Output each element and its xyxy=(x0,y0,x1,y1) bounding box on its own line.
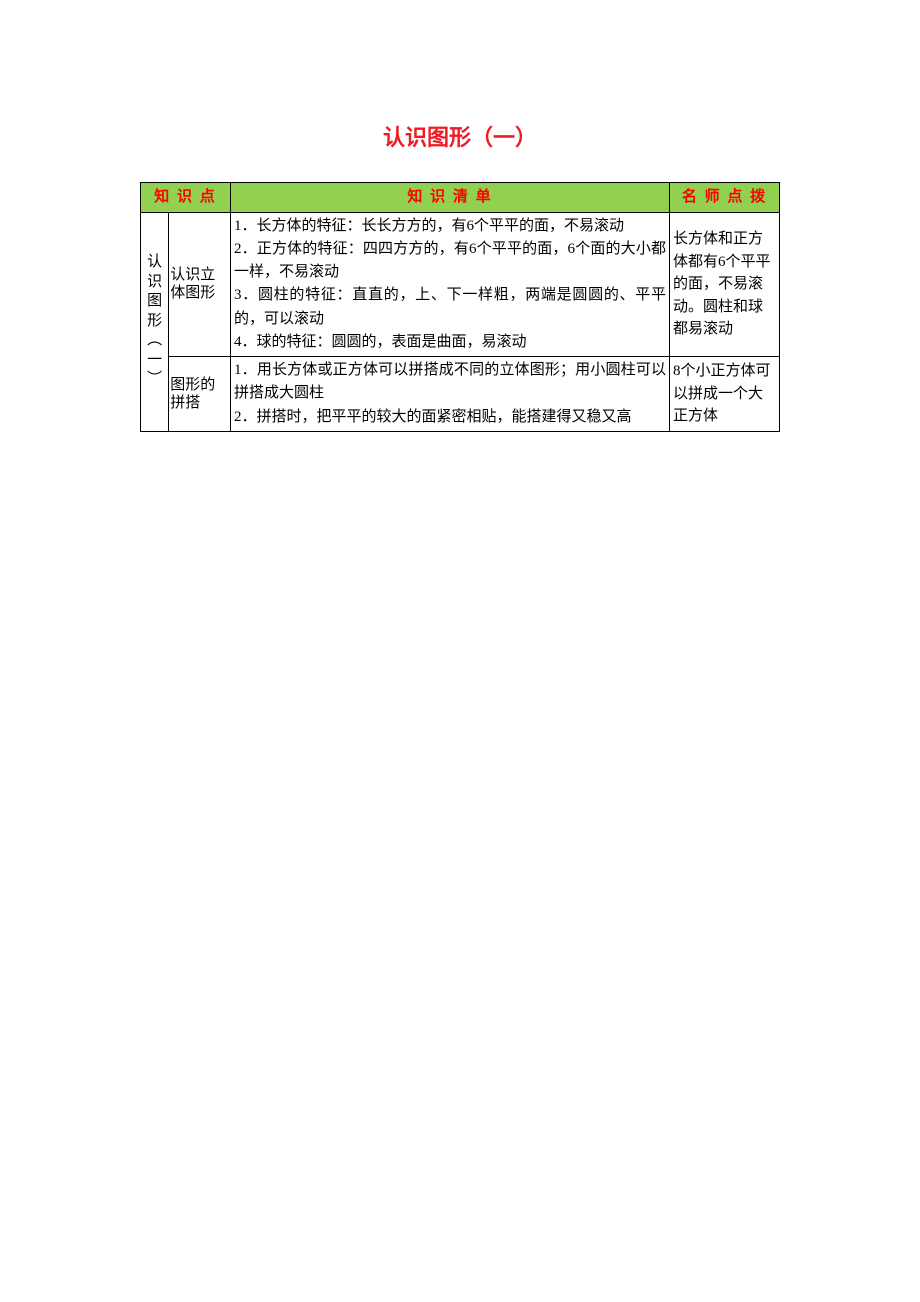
content-solid-shapes: 1．长方体的特征：长长方方的，有6个平平的面，不易滚动2．正方体的特征：四四方方… xyxy=(231,212,670,357)
vertical-category-label: 认识图形︵一︶ xyxy=(141,212,169,431)
sub-label-shape-building: 图形的拼搭 xyxy=(169,357,231,432)
tips-solid-shapes: 长方体和正方体都有6个平平的面，不易滚动。圆柱和球都易滚动 xyxy=(670,212,780,357)
table-header-row: 知 识 点 知 识 清 单 名 师 点 拨 xyxy=(141,183,780,213)
page-title: 认识图形（一） xyxy=(140,120,780,152)
table-row: 认识图形︵一︶ 认识立体图形 1．长方体的特征：长长方方的，有6个平平的面，不易… xyxy=(141,212,780,357)
content-shape-building: 1．用长方体或正方体可以拼搭成不同的立体图形；用小圆柱可以拼搭成大圆柱2．拼搭时… xyxy=(231,357,670,432)
sub-label-solid-shapes: 认识立体图形 xyxy=(169,212,231,357)
header-knowledge-point: 知 识 点 xyxy=(141,183,231,213)
knowledge-table: 知 识 点 知 识 清 单 名 师 点 拨 认识图形︵一︶ 认识立体图形 1．长… xyxy=(140,182,780,432)
tips-shape-building: 8个小正方体可以拼成一个大正方体 xyxy=(670,357,780,432)
header-knowledge-list: 知 识 清 单 xyxy=(231,183,670,213)
header-teacher-tips: 名 师 点 拨 xyxy=(670,183,780,213)
table-row: 图形的拼搭 1．用长方体或正方体可以拼搭成不同的立体图形；用小圆柱可以拼搭成大圆… xyxy=(141,357,780,432)
